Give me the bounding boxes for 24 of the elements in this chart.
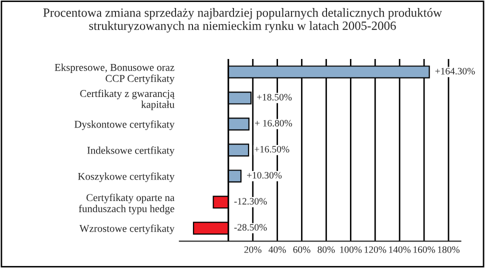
chart-title: Procentowa zmiana sprzedaży najbardziej popularnych detalicznych produktów strukturyzowanych na niemieckim rynku w latach 2005-2006 bbox=[43, 8, 442, 33]
y-tick-label: Wzrostowe certyfikaty bbox=[79, 224, 175, 234]
x-tick-label: 120% bbox=[364, 246, 386, 253]
x-tick-label: 60% bbox=[293, 246, 310, 253]
data-label: -28.50% bbox=[234, 224, 267, 231]
y-tick-label: Dyskontowe certyfikaty bbox=[74, 120, 175, 130]
data-label: +18.50% bbox=[257, 94, 292, 100]
y-tick-label: Certfikaty z gwarancją kapitału bbox=[80, 90, 175, 110]
data-label: +10.30% bbox=[247, 172, 282, 179]
x-tick-label: 20% bbox=[244, 246, 262, 253]
y-tick-label: Certyfikaty oparte na funduszach typu hedge bbox=[78, 194, 174, 214]
data-label: + 16.80% bbox=[254, 120, 292, 127]
data-label: +164.30% bbox=[435, 68, 475, 74]
x-tick-label: 160% bbox=[414, 246, 436, 253]
x-tick-label: 100% bbox=[340, 246, 362, 253]
y-tick-label: Indeksowe certfikaty bbox=[87, 146, 175, 156]
y-tick-label: Koszykowe certyfikaty bbox=[78, 172, 175, 182]
y-tick-label: Ekspresowe, Bonusowe oraz CCP Certyfikaty bbox=[54, 64, 175, 84]
data-label: +16.50% bbox=[254, 146, 290, 153]
data-label: -12.30% bbox=[234, 198, 267, 205]
x-tick-label: 80% bbox=[318, 246, 335, 253]
x-tick-label: 180% bbox=[438, 246, 460, 253]
x-tick-label: 40% bbox=[268, 246, 286, 253]
x-tick-label: 140% bbox=[389, 246, 411, 253]
